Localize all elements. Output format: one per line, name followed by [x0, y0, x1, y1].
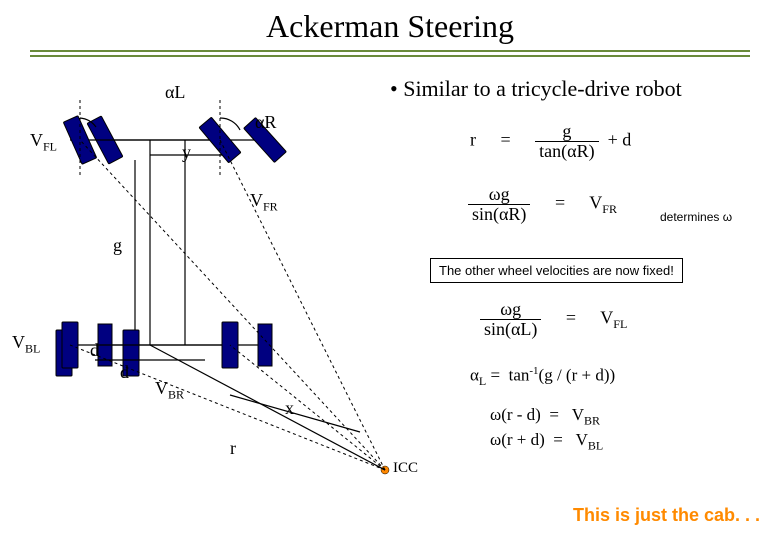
label-VFR: VFR: [250, 190, 278, 215]
label-alphaR: αR: [255, 112, 276, 133]
eq-r: r = gtan(αR) + d: [470, 122, 631, 161]
label-r: r: [230, 438, 236, 459]
box-fixed-msg: The other wheel velocities are now fixed…: [430, 258, 683, 283]
label-d2: d: [120, 362, 129, 383]
eq-vfl: ωgsin(αL) = VFL: [480, 300, 627, 339]
label-ICC: ICC: [393, 460, 418, 477]
label-g: g: [113, 235, 122, 256]
note-determines: determines ω: [660, 210, 732, 224]
label-alphaL: αL: [165, 82, 185, 103]
label-y: y: [182, 142, 191, 163]
eq-vbr: ω(r - d) = VBR: [490, 405, 600, 428]
label-VBL: VBL: [12, 332, 40, 357]
eq-vbl: ω(r + d) = VBL: [490, 430, 603, 453]
eq-alphaL: αL = tan-1(g / (r + d)): [470, 365, 615, 389]
eq-vfr: ωgsin(αR) = VFR: [468, 185, 617, 224]
footer-note: This is just the cab. . .: [573, 505, 760, 526]
label-d1: d: [90, 340, 99, 361]
label-VBR: VBR: [155, 378, 184, 403]
label-VFL: VFL: [30, 130, 57, 155]
label-x: x: [285, 398, 294, 419]
